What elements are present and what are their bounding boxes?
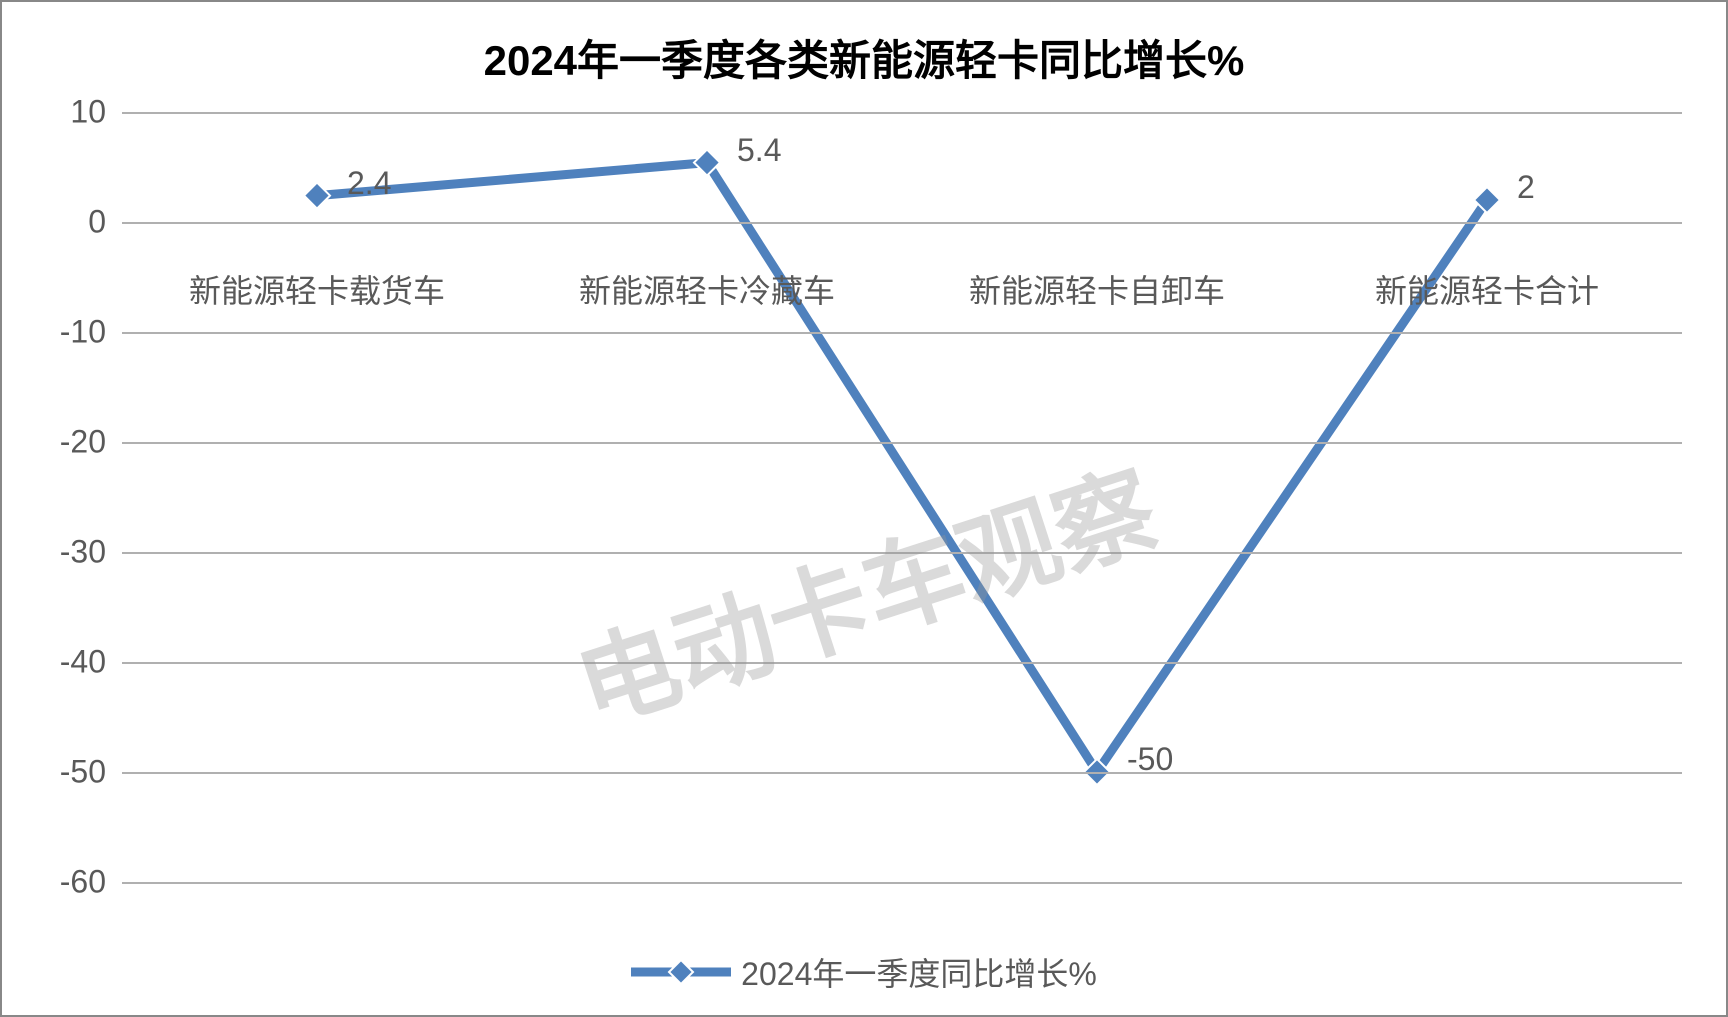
y-tick-label: -50 — [60, 754, 106, 791]
legend-label: 2024年一季度同比增长% — [741, 949, 1097, 995]
x-category-label: 新能源轻卡合计 — [1375, 266, 1599, 312]
legend-marker — [631, 957, 731, 987]
y-tick-label: -20 — [60, 424, 106, 461]
y-tick-label: 10 — [70, 94, 106, 131]
x-category-label: 新能源轻卡冷藏车 — [579, 266, 835, 312]
data-label: 2 — [1517, 169, 1535, 206]
gridline — [122, 552, 1682, 554]
plot-area — [122, 112, 1682, 882]
y-tick-label: 0 — [88, 204, 106, 241]
series-marker — [304, 183, 330, 209]
legend: 2024年一季度同比增长% — [2, 949, 1726, 995]
x-category-label: 新能源轻卡载货车 — [189, 266, 445, 312]
gridline — [122, 772, 1682, 774]
data-label: 2.4 — [347, 165, 391, 202]
chart-title: 2024年一季度各类新能源轻卡同比增长% — [2, 27, 1726, 88]
chart-container: 2024年一季度各类新能源轻卡同比增长% 2024年一季度同比增长% 电动卡车观… — [0, 0, 1728, 1017]
data-label: -50 — [1127, 741, 1173, 778]
gridline — [122, 662, 1682, 664]
gridline — [122, 222, 1682, 224]
series-line — [317, 163, 1487, 772]
gridline — [122, 112, 1682, 114]
gridline — [122, 882, 1682, 884]
y-tick-label: -10 — [60, 314, 106, 351]
line-series-svg — [122, 112, 1682, 882]
data-label: 5.4 — [737, 132, 781, 169]
x-category-label: 新能源轻卡自卸车 — [969, 266, 1225, 312]
y-tick-label: -40 — [60, 644, 106, 681]
y-tick-label: -30 — [60, 534, 106, 571]
gridline — [122, 442, 1682, 444]
y-tick-label: -60 — [60, 864, 106, 901]
gridline — [122, 332, 1682, 334]
